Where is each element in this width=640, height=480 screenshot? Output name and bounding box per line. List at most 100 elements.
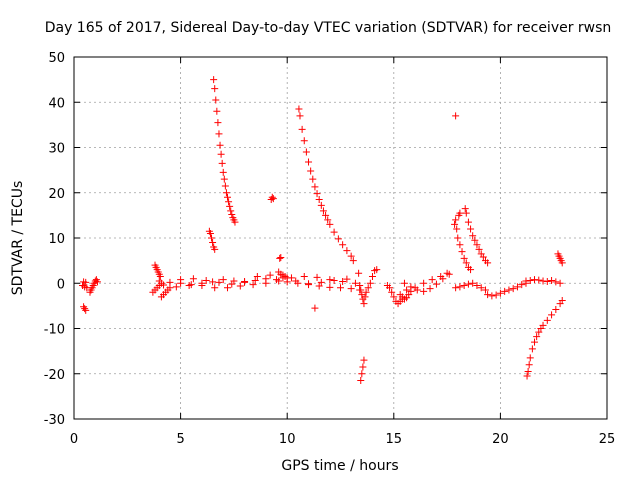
data-point [216, 141, 224, 149]
data-point [236, 282, 244, 290]
data-point [533, 333, 541, 341]
data-point [420, 279, 428, 287]
data-point [177, 276, 185, 284]
y-tick-label: 20 [48, 187, 65, 202]
data-point [317, 201, 325, 209]
data-point [276, 254, 284, 262]
data-point [311, 183, 319, 191]
data-point [166, 278, 174, 286]
data-point [326, 283, 334, 291]
data-point [211, 245, 219, 253]
data-point [462, 259, 470, 267]
data-point [241, 277, 249, 285]
data-point [212, 96, 220, 104]
data-point [317, 278, 325, 286]
data-point [473, 241, 481, 249]
data-point [326, 220, 334, 228]
data-point [528, 345, 536, 353]
data-point [343, 247, 351, 255]
data-point [334, 235, 342, 243]
data-point [403, 286, 411, 294]
data-point [81, 305, 89, 313]
data-point [426, 285, 434, 293]
data-point [479, 253, 487, 261]
data-point [452, 112, 460, 120]
y-tick-label: -30 [44, 413, 65, 428]
data-point [339, 241, 347, 249]
data-point [524, 367, 532, 375]
data-point [322, 211, 330, 219]
data-point [496, 289, 504, 297]
data-point [531, 338, 539, 346]
data-point [155, 277, 163, 285]
data-point [295, 105, 303, 113]
data-point [556, 279, 564, 287]
data-point [339, 277, 347, 285]
data-point [488, 292, 496, 300]
data-point [535, 328, 543, 336]
data-point [355, 269, 363, 277]
data-point [452, 284, 460, 292]
data-point [552, 278, 560, 286]
y-tick-label: 50 [48, 51, 65, 66]
data-point [360, 300, 368, 308]
data-point [473, 282, 481, 290]
data-point [224, 193, 232, 201]
x-axis-label: GPS time / hours [281, 458, 398, 474]
data-point [552, 305, 560, 313]
data-point [484, 291, 492, 299]
data-point [309, 175, 317, 183]
data-point [343, 275, 351, 283]
y-tick-label: 10 [48, 232, 65, 247]
data-point [156, 272, 164, 280]
data-point [539, 321, 547, 329]
x-tick-labels: 0 5 10 15 20 25 [70, 432, 615, 447]
data-point [283, 274, 291, 282]
data-point [172, 283, 180, 291]
data-point [558, 259, 566, 267]
data-point [337, 284, 344, 292]
data-point [558, 296, 566, 304]
y-tick-label: 0 [57, 277, 65, 292]
data-point [251, 277, 259, 285]
data-point [464, 280, 472, 288]
data-point [548, 311, 556, 319]
x-tick-label: 25 [599, 432, 616, 447]
data-point [481, 286, 489, 294]
data-point [432, 280, 440, 288]
y-tick-label: -10 [44, 323, 65, 338]
data-point [311, 304, 319, 312]
data-point [347, 285, 355, 293]
data-point [454, 234, 462, 242]
data-point [458, 248, 466, 256]
y-axis-label: SDTVAR / TECUs [10, 181, 26, 296]
data-point [249, 281, 257, 289]
data-point [513, 283, 521, 291]
data-point [411, 284, 419, 292]
y-tick-label: 40 [48, 96, 65, 111]
data-point [347, 252, 355, 260]
data-point [225, 198, 233, 206]
data-point [543, 277, 551, 285]
data-point [82, 306, 90, 314]
data-point [351, 279, 359, 287]
data-point [210, 76, 218, 84]
data-point [198, 279, 206, 287]
data-point [228, 280, 236, 288]
data-points [79, 76, 566, 385]
data-point [324, 216, 332, 224]
data-point [269, 195, 277, 203]
data-point [80, 303, 88, 311]
data-point [467, 266, 475, 274]
data-point [358, 370, 366, 378]
data-point [452, 216, 460, 224]
data-point [218, 159, 226, 167]
data-point [437, 272, 445, 280]
data-point [93, 278, 101, 286]
data-point [298, 125, 306, 133]
data-point [300, 272, 308, 280]
data-point [315, 282, 323, 290]
data-point [300, 137, 308, 145]
